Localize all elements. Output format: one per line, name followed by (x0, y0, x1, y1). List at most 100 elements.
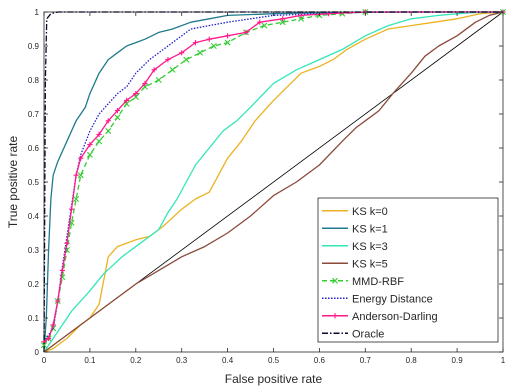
x-tick-label: 0.4 (222, 356, 234, 365)
series-marker-x (298, 15, 305, 22)
y-tick-label: 0.2 (28, 280, 40, 289)
series-layer (41, 9, 506, 353)
x-tick-label: 0.9 (452, 356, 464, 365)
x-tick-label: 0.2 (130, 356, 142, 365)
series-marker-plus (64, 240, 70, 246)
series-marker-plus (50, 322, 56, 328)
series-marker-plus (179, 50, 185, 56)
y-tick-label: 0.8 (28, 76, 40, 85)
series-marker-plus (87, 142, 93, 148)
legend-item-ks-k-1: KS k=1 (322, 223, 388, 235)
y-tick-label: 0.7 (28, 110, 40, 119)
series-marker-plus (332, 313, 338, 319)
y-axis-label: True positive rate (6, 136, 20, 229)
series-marker-plus (257, 19, 263, 25)
series-line-ks-k-0 (43, 11, 504, 353)
series-line-oracle (43, 11, 503, 353)
series-marker-plus (192, 40, 199, 46)
legend-label: Anderson-Darling (352, 311, 438, 323)
series-marker-plus (124, 97, 130, 103)
x-tick-label: 0 (42, 356, 47, 365)
series-marker-x (77, 172, 84, 179)
y-tick-label: 0 (35, 348, 40, 357)
series-marker-x (197, 49, 204, 56)
legend-item-ks-k-5: KS k=5 (322, 258, 388, 270)
series-marker-plus (225, 33, 231, 39)
y-tick-label: 0.3 (28, 246, 40, 255)
series-marker-x (332, 277, 338, 284)
series-marker-x (86, 151, 93, 158)
legend-item-ks-k-0: KS k=0 (322, 206, 388, 218)
series-marker-plus (78, 155, 84, 161)
series-marker-plus (96, 131, 102, 137)
series-line-energy-distance (43, 11, 503, 343)
series-oracle (43, 11, 503, 353)
series-marker-plus (142, 80, 148, 86)
series-marker-plus (298, 12, 304, 18)
series-marker-x (41, 342, 47, 349)
series-marker-plus (280, 16, 286, 22)
series-marker-plus (243, 29, 249, 35)
y-tick-label: 0.9 (28, 42, 40, 51)
legend-label: MMD-RBF (352, 276, 404, 288)
legend-box (317, 197, 499, 343)
x-tick-label: 1 (501, 356, 506, 365)
y-tick-label: 0.4 (28, 212, 40, 221)
legend-item-ks-k-3: KS k=3 (322, 241, 388, 253)
y-tick-label: 1 (35, 8, 40, 17)
series-line-ks-k-5 (43, 11, 504, 353)
series-marker-plus (45, 335, 52, 341)
series-marker-x (169, 66, 176, 73)
x-tick-label: 0.5 (268, 356, 280, 365)
series-marker-plus (55, 298, 61, 304)
x-tick-label: 0.8 (406, 356, 418, 365)
legend-label: KS k=1 (352, 223, 388, 235)
axis-ticks: 0 0.1 0.2 0.3 0.4 0.5 0.6 0.7 0.8 0.9 1 0 0.1 0.2 0.3 0… (28, 8, 506, 365)
series-marker-plus (59, 267, 65, 273)
legend-label: KS k=5 (352, 258, 388, 270)
x-tick-label: 0.7 (360, 356, 372, 365)
series-ks-k-5 (43, 11, 504, 353)
legend-item-anderson-darling: Anderson-Darling (322, 311, 438, 323)
series-marker-x (279, 19, 286, 26)
x-axis-label: False positive rate (225, 372, 323, 386)
series-marker-x (261, 22, 268, 29)
series-line-ks-k-3 (43, 11, 504, 353)
series-marker-x (183, 56, 190, 63)
series-marker-plus (206, 36, 212, 42)
series-marker-plus (151, 67, 157, 73)
series-marker-plus (68, 206, 75, 212)
legend-label: KS k=3 (352, 241, 388, 253)
series-marker-x (224, 39, 231, 46)
x-tick-label: 0.6 (314, 356, 326, 365)
legend-label: Energy Distance (352, 293, 433, 305)
x-tick-label: 0.1 (84, 356, 96, 365)
legend-label: KS k=0 (352, 206, 388, 218)
series-marker-plus (133, 91, 139, 97)
series-marker-plus (114, 108, 121, 114)
legend: KS k=0 KS k=1 KS k=3 KS k=5 MMD-RBF Energy Di… (317, 197, 499, 343)
series-marker-x (155, 77, 162, 83)
series-line-mmd-rbf (43, 11, 503, 346)
y-tick-label: 0.6 (28, 144, 40, 153)
x-tick-label: 0.3 (176, 356, 188, 365)
series-energy-distance (43, 11, 503, 343)
legend-label: Oracle (352, 328, 384, 340)
series-marker-plus (165, 57, 171, 63)
series-marker-plus (105, 118, 111, 124)
legend-item-oracle: Oracle (322, 328, 384, 340)
legend-item-energy-distance: Energy Distance (322, 293, 433, 305)
legend-item-mmd-rbf: MMD-RBF (322, 276, 404, 288)
series-marker-plus (73, 172, 79, 178)
series-anderson-darling (41, 9, 506, 345)
series-ks-k-3 (43, 11, 504, 353)
series-ks-k-0 (43, 11, 504, 353)
y-tick-label: 0.1 (28, 314, 40, 323)
series-marker-x (105, 128, 112, 134)
series-marker-x (114, 114, 121, 121)
series-marker-x (73, 196, 80, 202)
y-tick-label: 0.5 (28, 178, 40, 187)
series-marker-x (96, 138, 103, 145)
series-marker-x (210, 43, 217, 49)
